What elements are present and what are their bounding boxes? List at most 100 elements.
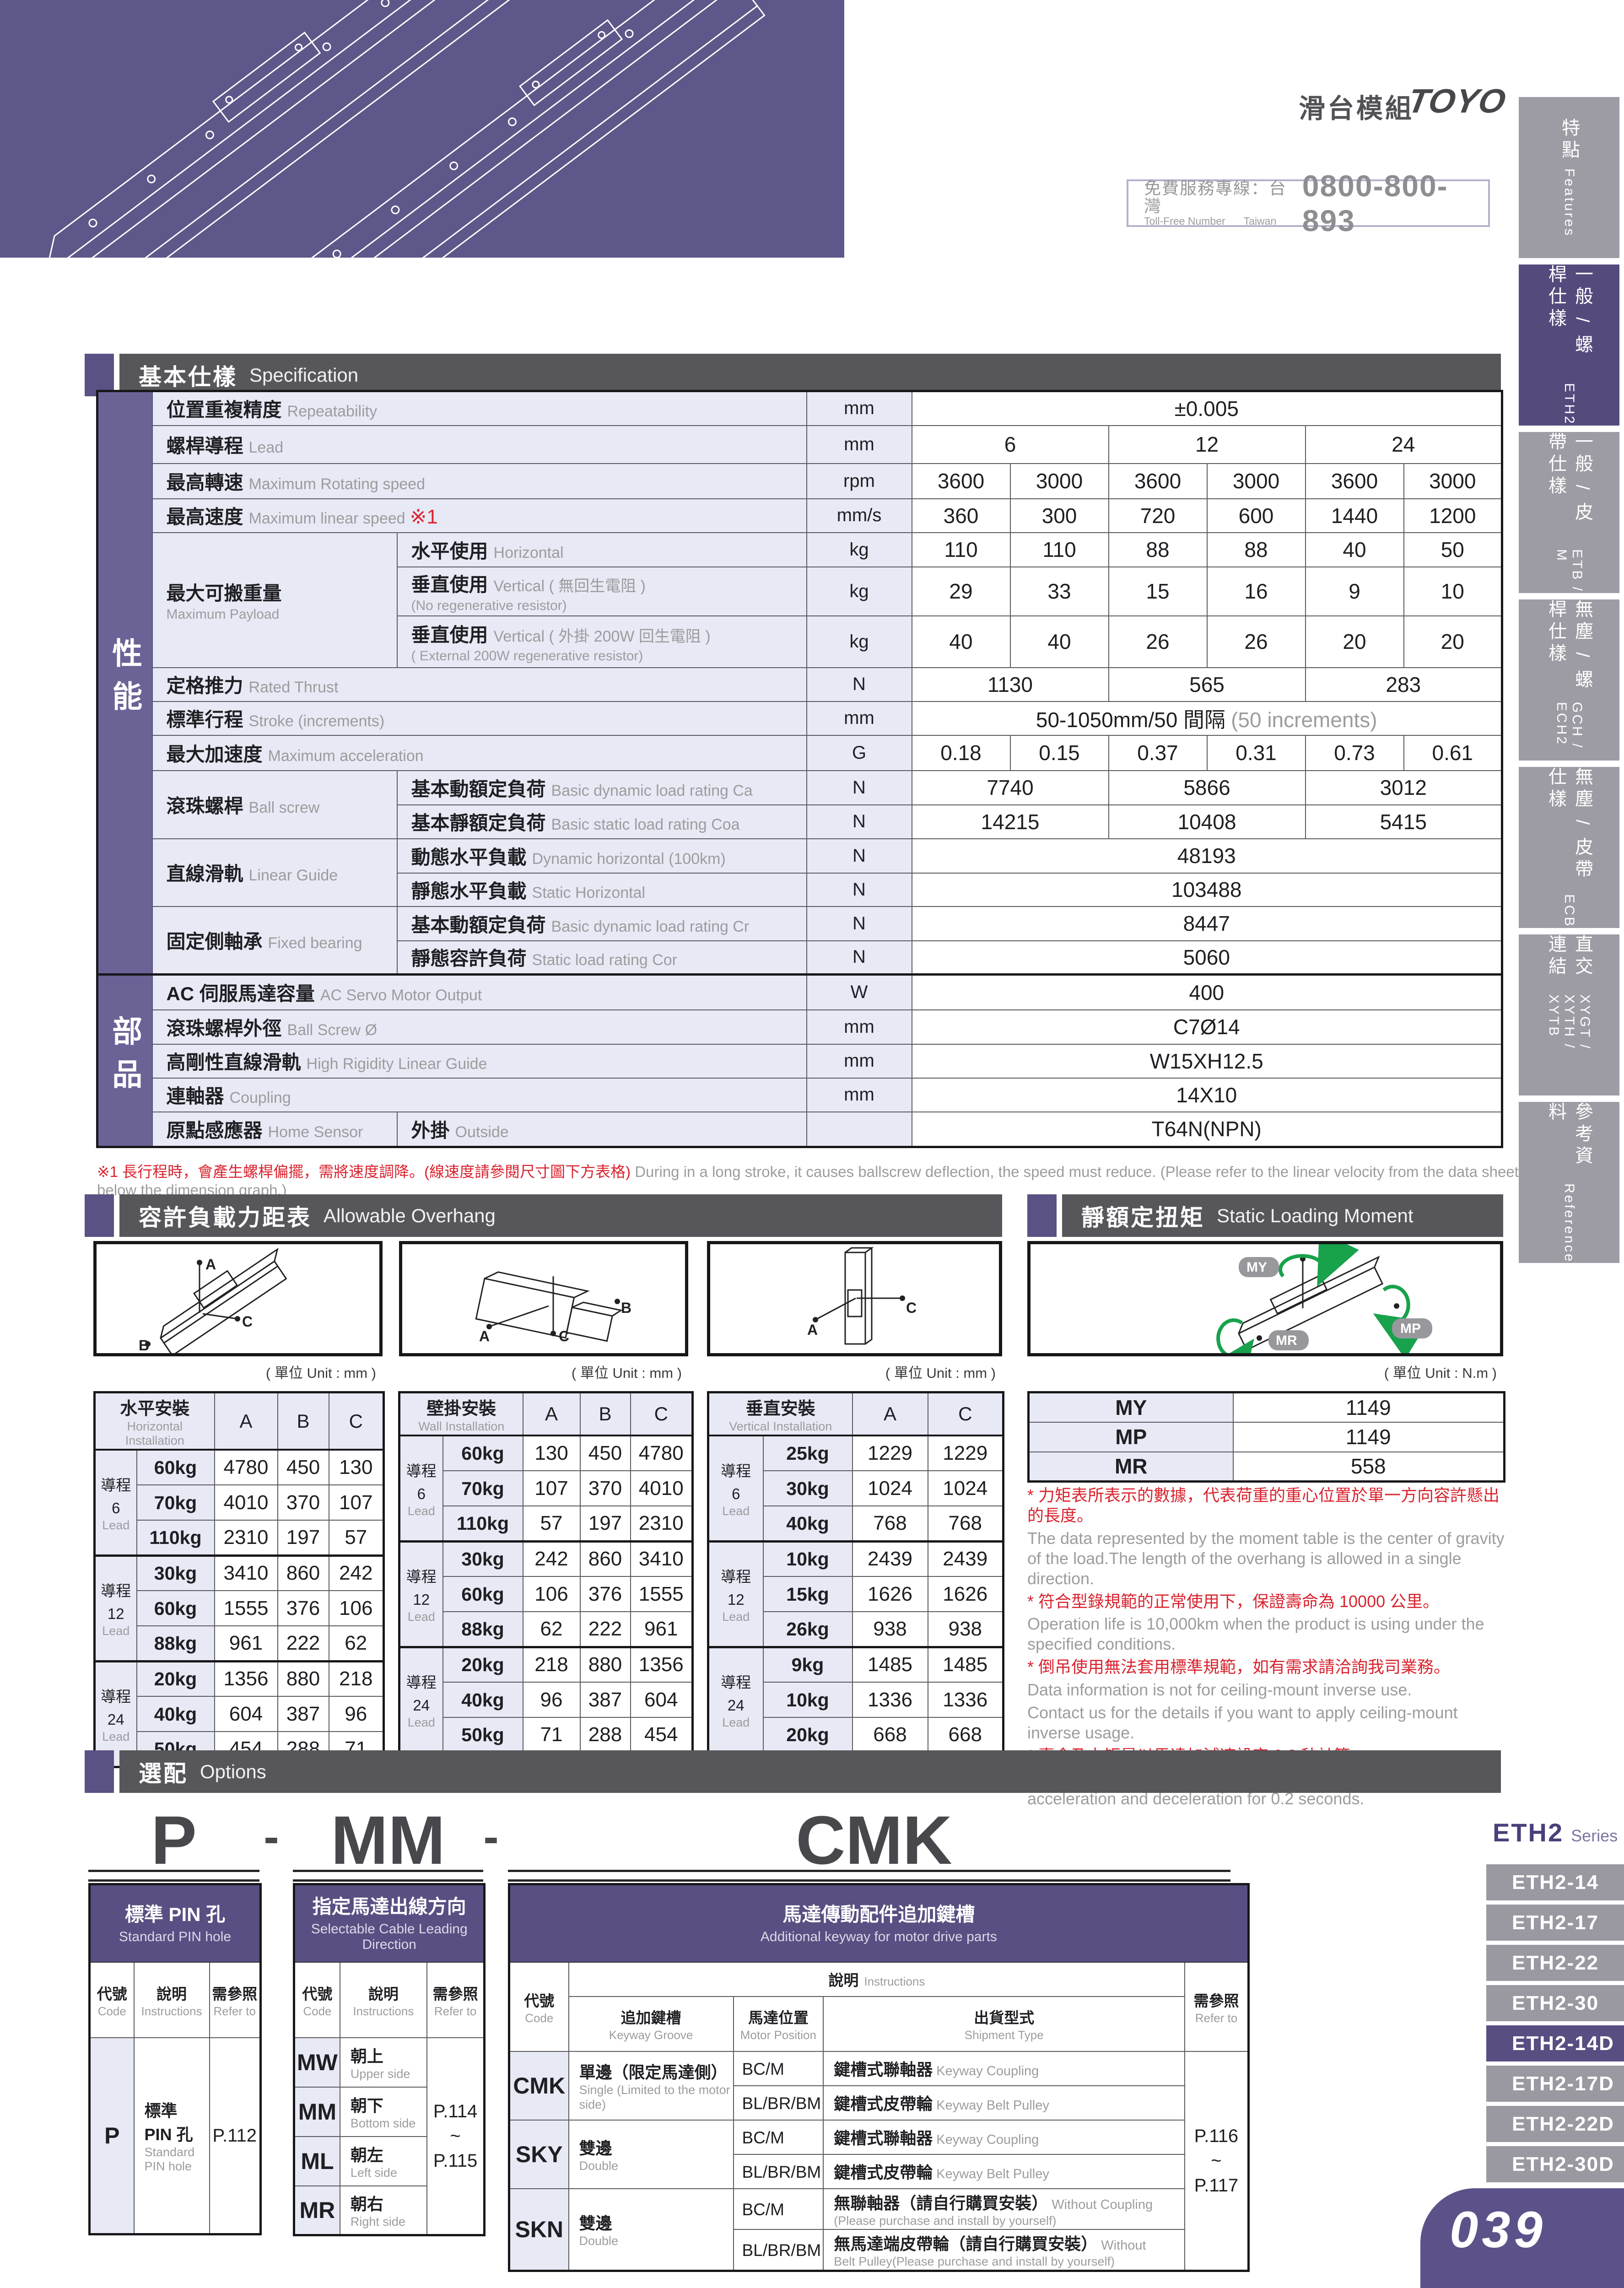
- series-item-eth2-30d[interactable]: ETH2-30D: [1486, 2146, 1624, 2182]
- table-cell: 110: [911, 532, 1011, 567]
- table-cell: C: [328, 1392, 384, 1451]
- tab-label-en: Features: [1562, 168, 1577, 237]
- table-cell: A: [214, 1392, 278, 1451]
- tab-label-en: GCH / ECH2: [1554, 702, 1585, 749]
- table-cell: 370: [277, 1484, 329, 1521]
- table-cell: 50-1050mm/50 間隔 (50 increments): [911, 701, 1503, 736]
- table-cell: 15: [1108, 566, 1208, 616]
- series-title-main: ETH2: [1493, 1818, 1564, 1847]
- table-cell: BC/M: [733, 2051, 824, 2086]
- table-cell: 60kg: [136, 1590, 215, 1626]
- table-cell: 387: [277, 1696, 329, 1732]
- svg-text:C: C: [906, 1300, 917, 1316]
- table-cell: 1440: [1305, 498, 1404, 533]
- series-item-eth2-14d[interactable]: ETH2-14D: [1486, 2025, 1624, 2061]
- table-cell: 26: [1108, 615, 1208, 668]
- section-moment-title-en: Static Loading Moment: [1217, 1204, 1414, 1226]
- table-cell: CMK: [508, 2051, 569, 2121]
- tab-label-en: ETH2: [1562, 383, 1577, 426]
- table-cell: 1149: [1232, 1392, 1505, 1423]
- section-options: 選配 Options: [85, 1750, 1501, 1793]
- table-cell: 導程 6 Lead: [94, 1449, 137, 1556]
- table-cell: 0.61: [1403, 734, 1503, 771]
- table-cell: 鍵槽式聯軸器 Keyway Coupling: [823, 2119, 1186, 2155]
- table-cell: 5415: [1305, 804, 1503, 839]
- table-cell: 40: [1305, 532, 1404, 567]
- table-cell: 25kg: [762, 1435, 853, 1471]
- table-cell: 96: [328, 1696, 384, 1732]
- table-cell: 938: [927, 1611, 1004, 1647]
- table-cell: B: [277, 1392, 329, 1451]
- svg-text:C: C: [559, 1328, 569, 1344]
- table-cell: 0.18: [911, 734, 1011, 771]
- table-cell: 376: [277, 1590, 329, 1626]
- table-cell: 57: [328, 1520, 384, 1556]
- table-cell: 5866: [1108, 770, 1306, 805]
- table-cell: 外掛 Outside: [396, 1111, 807, 1148]
- table-cell: 2310: [214, 1520, 278, 1556]
- table-cell: 1200: [1403, 498, 1503, 533]
- table-cell: 朝下 Bottom side: [339, 2086, 427, 2137]
- table-cell: 50: [1403, 532, 1503, 567]
- tollfree-label-cn: 免費服務專線：台灣: [1144, 179, 1287, 216]
- table-cell: 24: [1305, 425, 1503, 464]
- table-cell: 50kg: [442, 1717, 523, 1753]
- option-pin-table: 標準 PIN 孔 Standard PIN hole 代號 Code 說明 Instruc…: [88, 1883, 262, 2235]
- table-cell: 3000: [1206, 463, 1306, 499]
- svg-text:MR: MR: [1276, 1333, 1297, 1348]
- static-moment-drawing: MY MP MR: [1206, 1231, 1432, 1393]
- table-cell: 垂直使用 Vertical ( 無回生電阻 ) (No regenerative r…: [396, 566, 807, 616]
- table-cell: 15kg: [762, 1576, 853, 1612]
- table-cell: 197: [277, 1520, 329, 1556]
- table-cell: 668: [852, 1717, 928, 1753]
- table-cell: 雙邊 Double: [568, 2119, 734, 2189]
- table-cell: 0.31: [1206, 734, 1306, 771]
- series-item-eth2-14[interactable]: ETH2-14: [1486, 1864, 1624, 1900]
- table-cell: 33: [1009, 566, 1109, 616]
- spec-footnote: ※1 長行程時，會產生螺桿偏擺，需將速度調降。(線速度請參閱尺寸圖下方表格) D…: [97, 1160, 1520, 1199]
- table-cell: 靜態容許負荷 Static load rating Cor: [396, 940, 807, 975]
- table-cell: 860: [579, 1540, 631, 1577]
- table-cell: 20kg: [762, 1717, 853, 1753]
- table-cell: 導程 12 Lead: [94, 1554, 137, 1662]
- tollfree-en2: Taiwan: [1243, 215, 1277, 227]
- table-cell: 88: [1108, 532, 1208, 567]
- series-item-eth2-30[interactable]: ETH2-30: [1486, 1985, 1624, 2021]
- series-item-eth2-17d[interactable]: ETH2-17D: [1486, 2066, 1624, 2102]
- table-cell: G: [806, 734, 912, 771]
- sidebar-tab-etb-m[interactable]: 一般 / 皮帶仕樣 ETB / M: [1519, 432, 1619, 593]
- section-square-icon: [85, 1750, 114, 1793]
- table-cell: 出貨型式 Shipment Type: [823, 1996, 1186, 2052]
- sidebar-tab-reference[interactable]: 參考資料 Reference: [1519, 1102, 1619, 1263]
- table-cell: N: [806, 838, 912, 874]
- table-cell: 導程 12 Lead: [399, 1540, 443, 1647]
- section-overhang-title-cn: 容許負載力距表: [139, 1204, 312, 1230]
- table-cell: 110kg: [442, 1506, 523, 1542]
- tab-label-en: ETB / M: [1554, 549, 1585, 593]
- table-cell: 位置重複精度 Repeatability: [151, 390, 807, 426]
- horizontal-overhang-table: 水平安裝 Horizontal Installation A B C 導程 6 Lead 60…: [93, 1391, 385, 1768]
- sidebar-tab-xygt-xyth-xytb[interactable]: 直交連結 XYGT / XYTH / XYTB: [1519, 934, 1619, 1095]
- table-cell: 450: [277, 1449, 329, 1485]
- series-item-eth2-22[interactable]: ETH2-22: [1486, 1945, 1624, 1981]
- table-cell: 5060: [911, 940, 1503, 975]
- sidebar-tab-eth2[interactable]: 一般 / 螺桿仕樣 ETH2: [1519, 264, 1619, 426]
- table-cell: 218: [522, 1646, 581, 1683]
- series-item-eth2-17[interactable]: ETH2-17: [1486, 1905, 1624, 1941]
- sidebar-tab-features[interactable]: 特點 Features: [1519, 97, 1619, 258]
- svg-text:A: A: [479, 1328, 490, 1344]
- table-cell: MP: [1028, 1421, 1234, 1452]
- unit-label-mm: ( 單位 Unit : mm ): [885, 1365, 996, 1381]
- table-cell: BL/BR/BM: [733, 2153, 824, 2189]
- sidebar-tab-gch-ech2[interactable]: 無塵 / 螺桿仕樣 GCH / ECH2: [1519, 599, 1619, 761]
- page-number-badge: 039: [1420, 2188, 1624, 2288]
- wall-installation-drawing: A B C: [475, 1271, 631, 1344]
- series-item-eth2-22d[interactable]: ETH2-22D: [1486, 2106, 1624, 2142]
- table-cell: 288: [579, 1717, 631, 1753]
- table-cell: 3600: [1108, 463, 1208, 499]
- sidebar-tab-ecb[interactable]: 無塵 / 皮帶仕樣 ECB: [1519, 767, 1619, 928]
- table-cell: 30kg: [136, 1554, 215, 1591]
- section-moment-bar: 靜額定扭矩 Static Loading Moment: [1062, 1194, 1503, 1237]
- table-cell: 10: [1403, 566, 1503, 616]
- table-cell: kg: [806, 566, 912, 616]
